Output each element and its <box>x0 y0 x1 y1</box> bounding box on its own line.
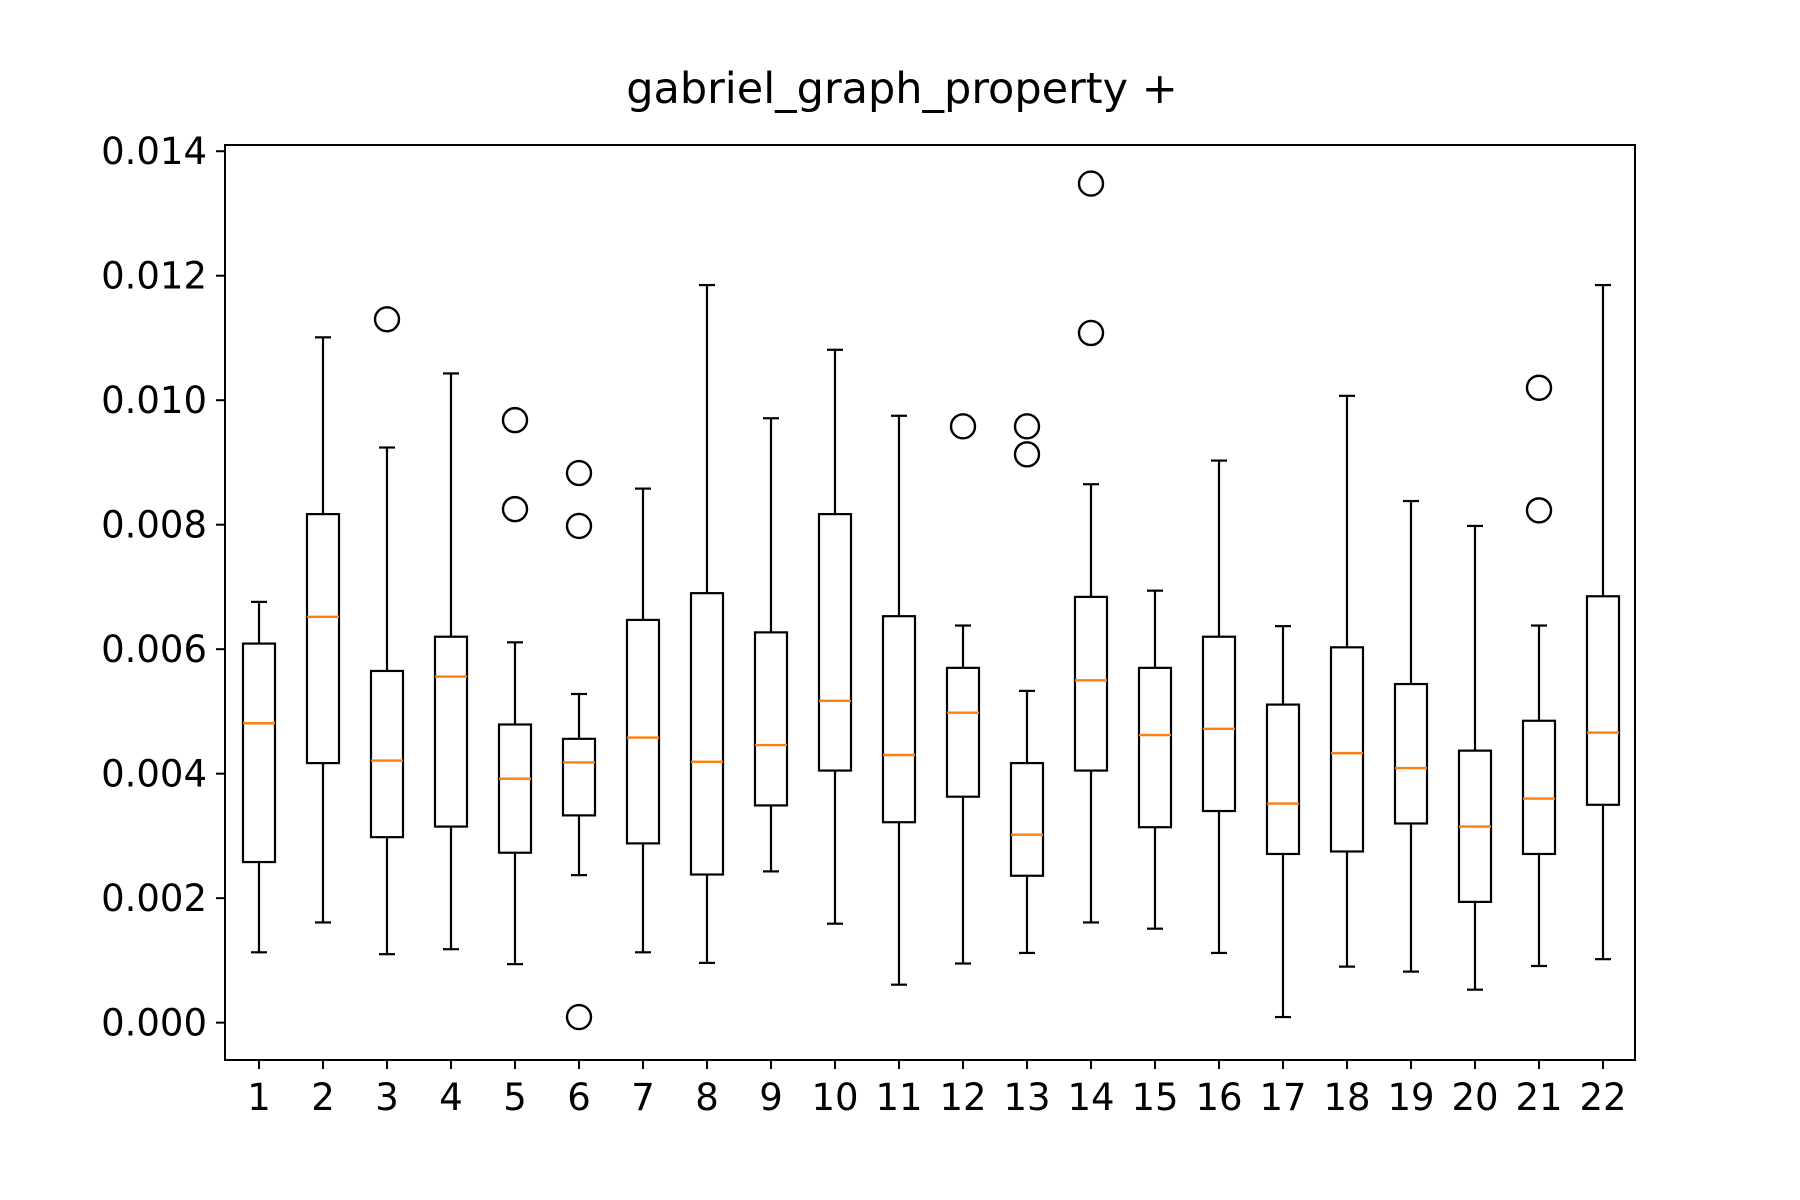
outlier-point <box>1525 374 1553 401</box>
x-tick-label: 9 <box>759 1076 783 1119</box>
x-tick-label: 20 <box>1451 1076 1498 1119</box>
box <box>561 737 597 817</box>
box-group-11 <box>881 414 917 986</box>
x-tick-label: 6 <box>567 1076 591 1119</box>
box-group-19 <box>1393 499 1429 973</box>
box-group-9 <box>753 417 789 873</box>
box-group-7 <box>625 487 661 954</box>
x-tick-label: 19 <box>1387 1076 1434 1119</box>
box-group-6 <box>561 459 597 1031</box>
box-group-16 <box>1201 459 1237 955</box>
box-group-15 <box>1137 589 1173 930</box>
outlier-point <box>1525 497 1553 524</box>
box <box>1201 635 1237 813</box>
plot-area <box>241 170 1621 1031</box>
outlier-point <box>565 459 593 487</box>
box <box>881 615 917 824</box>
box <box>945 666 981 798</box>
box-group-13 <box>1009 413 1045 955</box>
y-tick-label: 0.014 <box>101 130 207 173</box>
outlier-point <box>565 512 593 540</box>
box-group-2 <box>305 336 341 924</box>
box <box>305 513 341 765</box>
y-tick-label: 0.000 <box>101 1002 207 1045</box>
outlier-point <box>1013 441 1041 468</box>
x-tick-label: 8 <box>695 1076 719 1119</box>
box <box>241 642 277 864</box>
box-group-10 <box>817 348 853 925</box>
box <box>1329 646 1365 853</box>
box <box>497 723 533 854</box>
box-group-3 <box>369 306 405 956</box>
box <box>1521 719 1557 856</box>
y-tick-label: 0.002 <box>101 877 207 920</box>
box <box>753 631 789 807</box>
outlier-point <box>501 495 529 523</box>
x-tick-label: 17 <box>1259 1076 1306 1119</box>
box <box>1585 595 1621 806</box>
box-group-1 <box>241 600 277 954</box>
box-group-8 <box>689 283 725 964</box>
x-tick-label: 13 <box>1003 1076 1050 1119</box>
box-group-5 <box>497 406 533 966</box>
outlier-point <box>501 406 529 434</box>
outlier-point <box>1077 319 1105 347</box>
box-group-22 <box>1585 283 1621 961</box>
axes: 0.000 0.002 0.004 0.006 0.008 0.010 0.012 0.014… <box>101 130 1626 1119</box>
box <box>1073 595 1109 772</box>
y-tick-label: 0.010 <box>101 379 207 422</box>
x-tick-label: 22 <box>1579 1076 1626 1119</box>
x-tick-label: 14 <box>1067 1076 1114 1119</box>
box-group-20 <box>1457 524 1493 991</box>
box-group-4 <box>433 372 469 951</box>
y-tick-label: 0.006 <box>101 628 207 671</box>
box <box>1137 666 1173 829</box>
axes-frame <box>224 144 1636 1061</box>
x-tick-label: 4 <box>439 1076 463 1119</box>
outlier-point <box>373 306 401 333</box>
box <box>689 592 725 876</box>
box <box>817 513 853 772</box>
box <box>433 635 469 828</box>
x-tick-label: 15 <box>1131 1076 1178 1119</box>
box <box>369 669 405 839</box>
box <box>1009 761 1045 877</box>
x-tick-label: 10 <box>811 1076 858 1119</box>
x-tick-label: 3 <box>375 1076 399 1119</box>
box-group-14 <box>1073 170 1109 924</box>
box <box>625 618 661 845</box>
box-group-17 <box>1265 625 1301 1019</box>
y-tick-label: 0.008 <box>101 504 207 547</box>
x-tick-label: 21 <box>1515 1076 1562 1119</box>
box-group-12 <box>945 413 981 965</box>
outlier-point <box>1077 170 1105 197</box>
x-tick-label: 5 <box>503 1076 527 1119</box>
outlier-point <box>565 1003 593 1031</box>
outlier-point <box>949 413 977 440</box>
box-group-21 <box>1521 374 1557 968</box>
box-group-18 <box>1329 394 1365 968</box>
x-tick-label: 12 <box>939 1076 986 1119</box>
x-tick-label: 7 <box>631 1076 655 1119</box>
box <box>1393 682 1429 825</box>
x-tick-label: 16 <box>1195 1076 1242 1119</box>
y-tick-label: 0.012 <box>101 255 207 298</box>
x-tick-label: 2 <box>311 1076 335 1119</box>
x-tick-label: 11 <box>875 1076 922 1119</box>
box <box>1265 703 1301 856</box>
x-tick-label: 18 <box>1323 1076 1370 1119</box>
y-tick-label: 0.004 <box>101 753 207 796</box>
outlier-point <box>1013 413 1041 440</box>
x-tick-label: 1 <box>247 1076 271 1119</box>
chart-title: gabriel_graph_property + <box>626 64 1178 114</box>
